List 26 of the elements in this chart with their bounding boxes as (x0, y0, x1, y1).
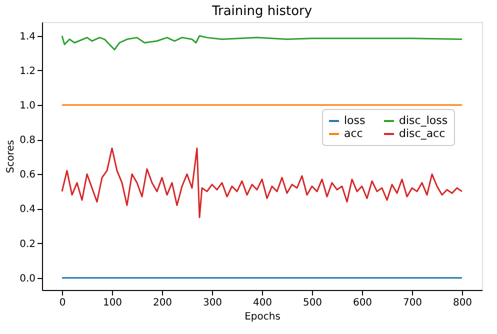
legend-label: disc_loss (399, 114, 448, 127)
legend-label: acc (344, 127, 363, 140)
x-tick-label: 700 (402, 298, 422, 308)
x-tick-label: 800 (452, 298, 472, 308)
x-tick-label: 0 (59, 298, 66, 308)
y-tick-label: 0.0 (20, 273, 36, 284)
legend-label: disc_acc (399, 127, 446, 140)
x-tick-label: 100 (102, 298, 122, 308)
x-tick-label: 400 (252, 298, 272, 308)
y-tick-label: 0.6 (20, 170, 36, 181)
y-tick-label: 0.8 (20, 135, 36, 146)
line-series (61, 147, 463, 218)
x-tick-label: 600 (352, 298, 372, 308)
y-axis-title: Scores (6, 140, 17, 174)
legend-label: loss (344, 114, 366, 127)
line-series (61, 35, 463, 50)
x-tick-label: 200 (152, 298, 172, 308)
chart-title: Training history (210, 4, 312, 19)
x-tick-label: 500 (302, 298, 322, 308)
y-tick-label: 0.4 (20, 204, 36, 216)
y-tick-label: 1.4 (20, 31, 36, 42)
y-tick-label: 0.2 (20, 238, 36, 250)
x-tick-label: 300 (202, 298, 222, 308)
x-axis-title: Epochs (244, 312, 280, 322)
y-tick-label: 1.0 (20, 100, 36, 112)
y-tick-label: 1.2 (20, 66, 36, 77)
